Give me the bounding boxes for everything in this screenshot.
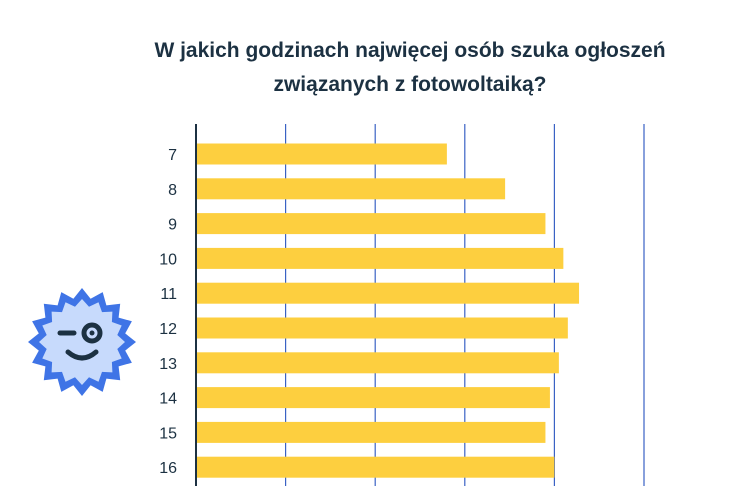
category-label-9: 9 [168, 217, 177, 234]
category-label-11: 11 [160, 286, 177, 303]
category-label-15: 15 [159, 425, 177, 442]
bar-hour-14 [197, 387, 550, 409]
bar-hour-9 [197, 213, 546, 235]
category-label-10: 10 [159, 251, 177, 268]
bar-hour-10 [197, 247, 564, 269]
category-label-7: 7 [168, 147, 177, 164]
chart-title: W jakich godzinach najwięcej osób szuka … [130, 34, 690, 102]
mascot-inner-star [39, 299, 125, 385]
bar-hour-8 [197, 178, 506, 200]
category-labels: 7 8 9 10 11 12 13 14 15 16 [159, 147, 177, 477]
chart-title-line-1: W jakich godzinach najwięcej osób szuka … [154, 39, 666, 62]
category-label-13: 13 [159, 356, 177, 373]
bar-hour-13 [197, 352, 559, 374]
bars [197, 143, 580, 478]
bar-hour-12 [197, 317, 568, 339]
category-label-12: 12 [159, 321, 177, 338]
winking-sun-mascot-icon [28, 288, 136, 396]
mascot-pupil [89, 330, 95, 336]
bar-hour-11 [197, 282, 580, 304]
mascot-smile [65, 349, 99, 361]
bar-hour-7 [197, 143, 447, 165]
category-label-16: 16 [159, 460, 177, 477]
bar-hour-15 [197, 421, 546, 443]
category-label-8: 8 [168, 182, 177, 199]
mascot-open-eye [81, 322, 103, 344]
category-label-14: 14 [159, 391, 177, 408]
chart-title-line-2: związanych z fotowoltaiką? [273, 73, 547, 96]
bar-hour-16 [197, 456, 555, 478]
